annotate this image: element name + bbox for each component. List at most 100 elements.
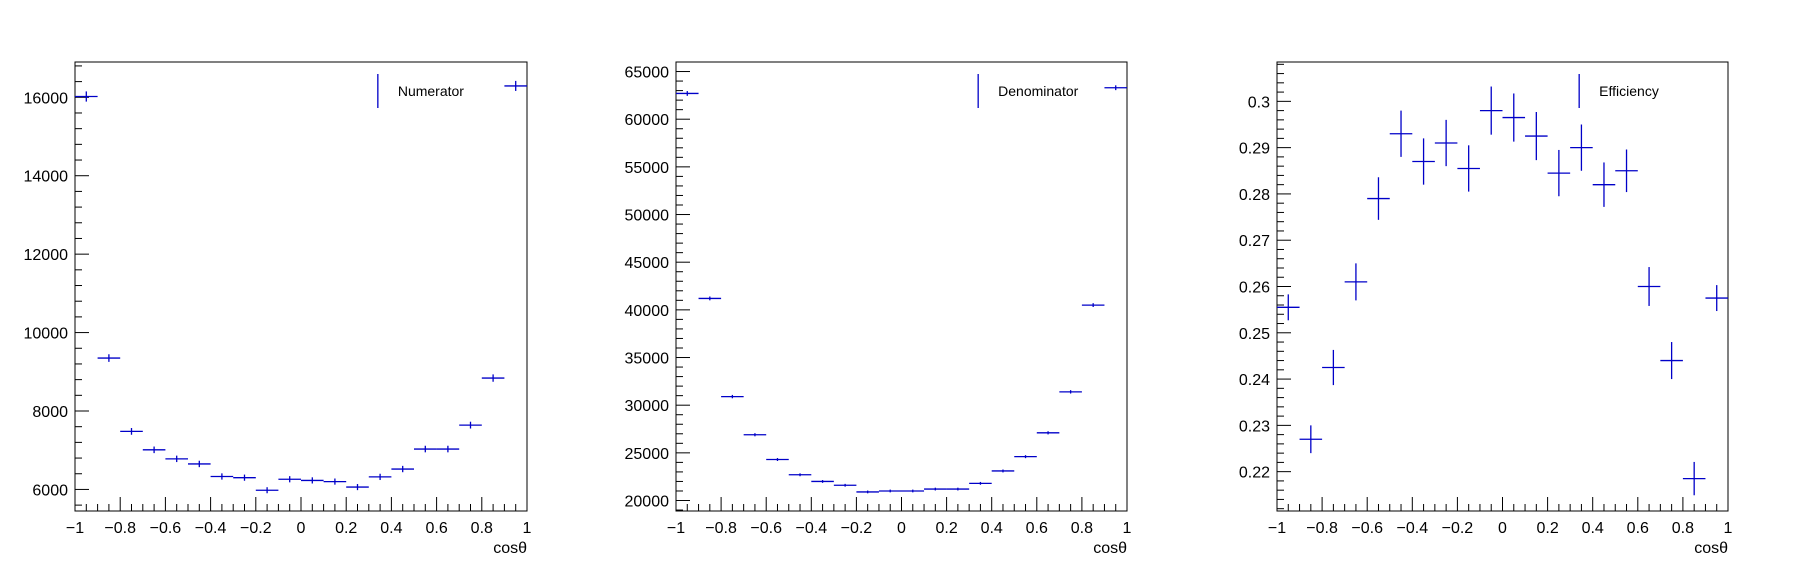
data-point [1502, 93, 1526, 142]
x-tick-label: −0.6 [750, 520, 782, 537]
data-point [721, 394, 744, 399]
data-point [436, 445, 460, 453]
data-point [1014, 455, 1037, 459]
data-point [946, 487, 970, 491]
data-point [856, 490, 879, 494]
data-point [75, 91, 98, 102]
x-tick-label: −0.4 [195, 520, 227, 537]
data-point [1547, 149, 1571, 197]
data-point [1036, 431, 1060, 435]
data-point [743, 433, 767, 437]
data-point [901, 489, 925, 493]
x-tick-label: −0.2 [1442, 520, 1474, 537]
data-point [1479, 86, 1503, 135]
x-tick-label: −0.6 [150, 520, 182, 537]
data-point [1059, 390, 1082, 394]
y-tick-label: 0.22 [1239, 465, 1270, 482]
data-point [142, 446, 166, 454]
data-point [1344, 263, 1368, 301]
y-tick-label: 0.3 [1248, 94, 1270, 111]
data-point [1081, 303, 1105, 308]
legend: Numerator [377, 74, 464, 108]
data-point [1570, 124, 1593, 171]
data-point [833, 483, 857, 487]
y-tick-label: 8000 [32, 404, 68, 421]
data-point [165, 455, 188, 463]
x-tick-label: 0.4 [1582, 520, 1604, 537]
data-point [991, 469, 1015, 473]
y-tick-label: 30000 [625, 398, 670, 415]
data-point [1615, 149, 1638, 193]
data-point [1389, 110, 1413, 157]
x-tick-label: −0.4 [1397, 520, 1429, 537]
legend: Denominator [977, 74, 1079, 108]
x-tick-label: 1 [1724, 520, 1733, 537]
x-tick-label: −1 [667, 520, 685, 537]
y-tick-label: 0.27 [1239, 233, 1270, 250]
x-tick-label: 1 [1123, 520, 1132, 537]
data-point [391, 465, 414, 473]
data-point [698, 296, 722, 301]
x-tick-label: −1 [1268, 520, 1286, 537]
data-point [1322, 349, 1345, 386]
data-point [811, 480, 834, 483]
x-axis-title: cosθ [493, 540, 527, 557]
data-point [1367, 177, 1390, 220]
data-point [1277, 294, 1300, 321]
data-point [504, 80, 527, 91]
data-point [1705, 285, 1728, 312]
x-axis-title: cosθ [1093, 540, 1127, 557]
data-point [414, 445, 437, 453]
x-tick-label: −0.8 [104, 520, 136, 537]
y-tick-label: 0.28 [1239, 187, 1270, 204]
x-tick-label: 0.2 [1536, 520, 1558, 537]
x-tick-label: −0.4 [796, 520, 828, 537]
x-tick-label: 0.6 [1627, 520, 1649, 537]
data-point [1525, 111, 1548, 161]
data-point [97, 354, 121, 362]
data-point [969, 481, 992, 485]
x-tick-label: 0.2 [935, 520, 957, 537]
data-point [878, 489, 902, 493]
x-tick-label: 0.6 [425, 520, 447, 537]
x-tick-label: −0.2 [841, 520, 873, 537]
x-axis-title: cosθ [1694, 540, 1728, 557]
chart-panel-1: −1 −0.8 −0.6 −0.4 −0.2 0 0.2 0.4 0.6 0.8 160008000… [24, 61, 532, 557]
data-point [1637, 267, 1661, 306]
x-tick-label: −0.8 [705, 520, 737, 537]
y-tick-label: 12000 [24, 247, 69, 264]
x-tick-label: −0.8 [1306, 520, 1338, 537]
data-point [233, 474, 256, 481]
y-tick-label: 0.29 [1239, 141, 1270, 158]
y-tick-label: 40000 [625, 303, 670, 320]
x-tick-label: 0 [1498, 520, 1507, 537]
y-tick-label: 20000 [625, 494, 670, 511]
plot-frame [675, 61, 1128, 512]
data-point [459, 421, 482, 429]
data-point [1104, 85, 1127, 91]
data-point [210, 473, 234, 480]
data-point [368, 473, 392, 481]
data-point [1660, 342, 1683, 380]
x-tick-label: 0 [297, 520, 306, 537]
y-tick-label: 0.24 [1239, 372, 1270, 389]
data-point [1434, 119, 1458, 167]
y-tick-label: 60000 [625, 112, 670, 129]
data-point [788, 473, 812, 477]
legend-label: Denominator [998, 83, 1078, 99]
plot-frame [74, 61, 528, 512]
chart-panel-2: −1 −0.8 −0.6 −0.4 −0.2 0 0.2 0.4 0.6 0.8 1 20000 250… [625, 61, 1132, 557]
x-tick-label: 0.8 [1071, 520, 1093, 537]
data-point [1299, 425, 1323, 454]
x-tick-label: 1 [523, 520, 532, 537]
y-tick-label: 0.23 [1239, 418, 1270, 435]
data-point [188, 460, 211, 468]
y-tick-label: 0.25 [1239, 326, 1270, 343]
y-tick-label: 35000 [625, 351, 670, 368]
x-tick-label: −1 [66, 520, 84, 537]
x-tick-label: −0.2 [240, 520, 272, 537]
data-point [924, 487, 947, 491]
data-point [766, 458, 789, 462]
